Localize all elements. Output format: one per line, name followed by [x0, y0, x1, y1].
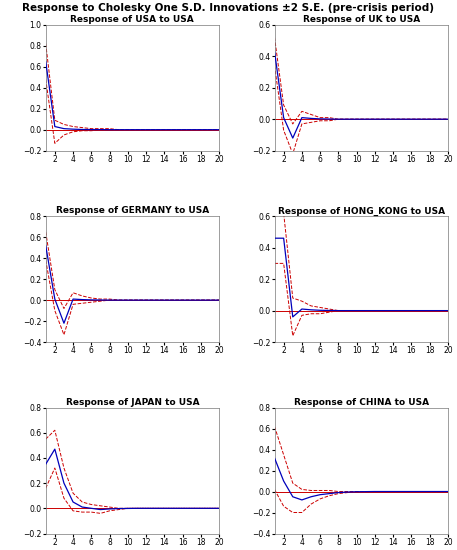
Title: Response of USA to USA: Response of USA to USA: [70, 15, 194, 24]
Title: Response of UK to USA: Response of UK to USA: [303, 15, 420, 24]
Title: Response of GERMANY to USA: Response of GERMANY to USA: [56, 206, 209, 216]
Title: Response of JAPAN to USA: Response of JAPAN to USA: [65, 398, 199, 407]
Title: Response of CHINA to USA: Response of CHINA to USA: [294, 398, 429, 407]
Title: Response of HONG_KONG to USA: Response of HONG_KONG to USA: [277, 206, 445, 216]
Text: Response to Cholesky One S.D. Innovations ±2 S.E. (pre-crisis period): Response to Cholesky One S.D. Innovation…: [22, 3, 435, 13]
